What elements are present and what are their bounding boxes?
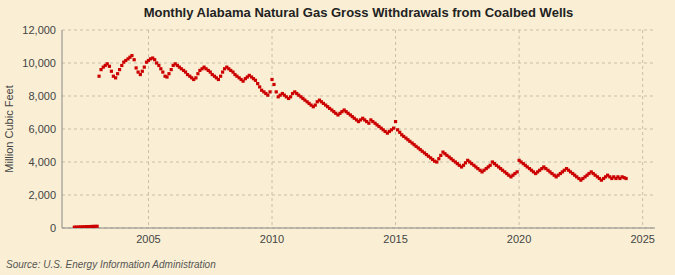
point: [289, 95, 292, 98]
grid-line: [395, 30, 396, 228]
point: [95, 225, 98, 228]
y-label: Million Cubic Feet: [3, 85, 15, 172]
point: [135, 66, 138, 69]
grid-line: [642, 30, 643, 228]
grid-line: [62, 30, 655, 31]
point: [275, 90, 278, 93]
point: [266, 94, 269, 97]
point: [97, 75, 100, 78]
tick-label: 2005: [136, 233, 160, 245]
grid-line: [62, 228, 655, 229]
point: [157, 64, 160, 67]
point: [256, 82, 259, 85]
point: [161, 70, 164, 73]
point: [624, 177, 627, 180]
point: [153, 58, 156, 61]
point: [194, 76, 197, 79]
point: [270, 78, 273, 81]
tick-label: 4,000: [28, 156, 56, 168]
tick-label: 2,000: [28, 189, 56, 201]
tick-label: 2015: [383, 233, 407, 245]
point: [139, 73, 142, 76]
point: [392, 127, 395, 130]
point: [133, 58, 136, 61]
point: [314, 103, 317, 106]
tick-label: 6,000: [28, 123, 56, 135]
grid: [62, 30, 655, 228]
point: [114, 76, 117, 79]
point: [437, 157, 440, 160]
points: [73, 54, 628, 228]
point: [394, 120, 397, 123]
point: [272, 83, 275, 86]
tick-label: 2010: [260, 233, 284, 245]
point: [254, 79, 257, 82]
point: [221, 70, 224, 73]
point: [439, 154, 442, 157]
point: [120, 64, 123, 67]
point: [489, 164, 492, 167]
grid-line: [62, 162, 655, 163]
point: [196, 72, 199, 75]
point: [516, 170, 519, 173]
point: [118, 68, 121, 71]
title: Monthly Alabama Natural Gas Gross Withdr…: [144, 5, 574, 20]
point: [219, 75, 222, 78]
tick-label: 2025: [630, 233, 654, 245]
tick-label: 2020: [507, 233, 531, 245]
tick-label: 12,000: [22, 24, 56, 36]
point: [170, 68, 173, 71]
point: [108, 65, 111, 68]
grid-line: [519, 30, 520, 228]
chart: Monthly Alabama Natural Gas Gross Withdr…: [0, 0, 675, 275]
point: [367, 122, 370, 125]
point: [110, 70, 113, 73]
point: [167, 72, 170, 75]
point: [435, 160, 438, 163]
point: [159, 67, 162, 70]
point: [268, 90, 271, 93]
point: [116, 72, 119, 75]
point: [165, 75, 168, 78]
point: [217, 78, 220, 81]
tick-label: 0: [50, 222, 56, 234]
grid-line: [62, 96, 655, 97]
grid-line: [272, 30, 273, 228]
source: Source: U.S. Energy Information Administ…: [6, 259, 216, 270]
point: [141, 70, 144, 73]
point: [258, 85, 261, 88]
x-axis: [62, 228, 655, 229]
point: [130, 54, 133, 57]
grid-line: [62, 195, 655, 196]
tick-label: 8,000: [28, 90, 56, 102]
point: [143, 66, 146, 69]
y-axis: [62, 30, 63, 228]
grid-line: [62, 129, 655, 130]
grid-line: [62, 63, 655, 64]
tick-label: 10,000: [22, 57, 56, 69]
